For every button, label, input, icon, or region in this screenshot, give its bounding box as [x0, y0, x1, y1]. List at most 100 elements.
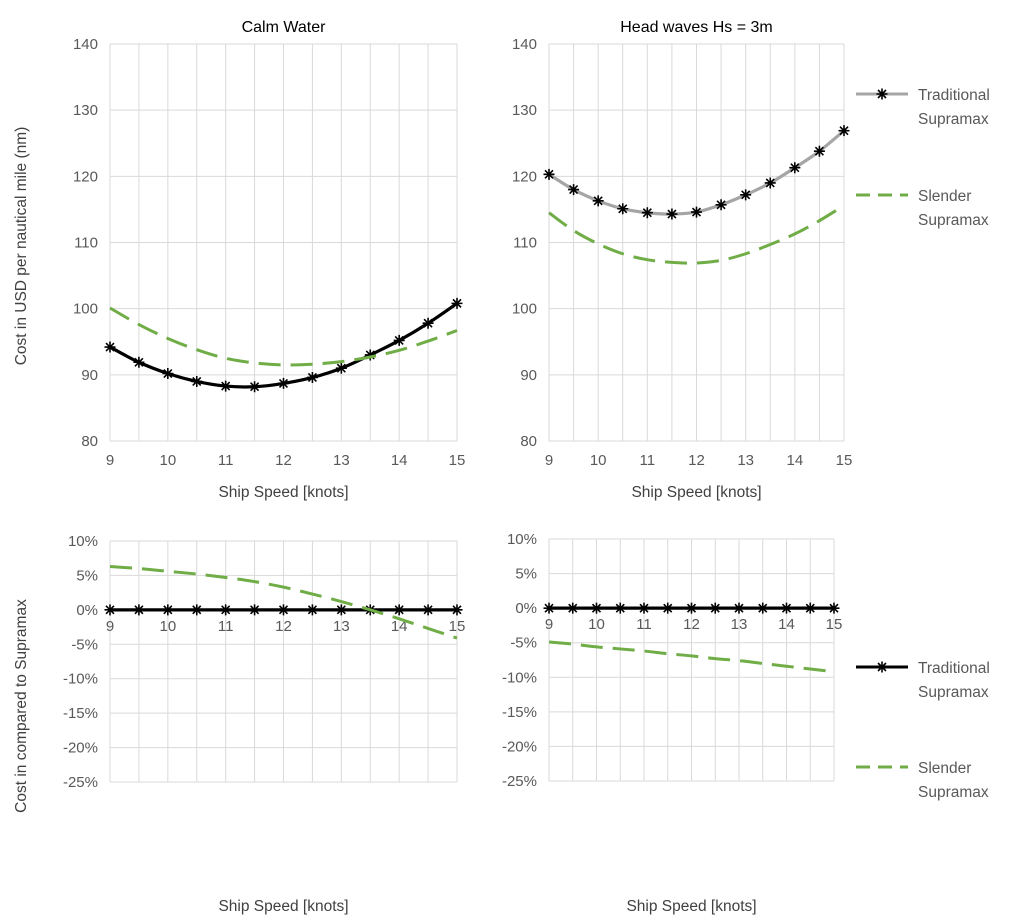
y-tick-label: 5% [515, 566, 537, 583]
series-2 [109, 564, 458, 640]
x-tick-label: 15 [826, 616, 843, 633]
x-tick-label: 12 [688, 452, 705, 469]
legend-label: Traditional [918, 660, 990, 677]
series-2 [548, 640, 835, 674]
x-tick-label: 10 [590, 452, 607, 469]
data-point [191, 604, 203, 616]
x-tick-label: 15 [449, 618, 466, 635]
y-tick-label: -5% [71, 636, 98, 653]
data-point [781, 602, 792, 614]
series-line [109, 564, 458, 640]
chart-panel-3: -25% -20% -15% -10% -5% 0% 5% 10% 9 10 11 12 13 14 15 S… [13, 533, 465, 915]
data-point [278, 377, 289, 389]
x-tick-label: 13 [333, 452, 350, 469]
data-point [220, 604, 232, 616]
data-point [162, 604, 174, 616]
data-point [757, 602, 769, 614]
data-point [543, 602, 555, 614]
x-tick-label: 11 [218, 618, 234, 635]
y-tick-label: -10% [63, 671, 98, 688]
x-tick-label: 10 [159, 618, 176, 635]
data-point [733, 602, 745, 614]
data-point [662, 602, 674, 614]
legend-label: Slender [918, 760, 971, 777]
y-tick-label: 130 [512, 102, 537, 119]
data-point [591, 602, 602, 614]
data-point [364, 349, 376, 361]
y-tick-label: 0% [515, 600, 537, 617]
x-tick-label: 15 [449, 452, 466, 469]
y-tick-label: 130 [73, 102, 98, 119]
data-point [393, 604, 405, 616]
series-1 [543, 602, 840, 614]
legend-label: Supramax [918, 684, 989, 701]
data-point [789, 162, 801, 174]
data-point [220, 380, 232, 392]
series-1 [543, 125, 850, 220]
y-tick-label: 0% [76, 602, 98, 619]
data-point [335, 604, 347, 616]
x-tick-label: 13 [731, 616, 748, 633]
y-tick-label: -25% [502, 773, 537, 790]
y-tick-label: 100 [73, 301, 98, 318]
gridlines [548, 43, 845, 442]
x-tick-label: 12 [275, 452, 292, 469]
x-tick-label: 11 [218, 452, 234, 469]
gridlines [109, 540, 458, 783]
y-tick-label: 10% [507, 531, 537, 548]
x-tick-label: 9 [106, 452, 114, 469]
legend-2: Traditional Supramax Slender Supramax [856, 660, 990, 801]
legend-label: Slender [918, 188, 971, 205]
data-point [306, 371, 318, 383]
data-point [133, 604, 145, 616]
y-tick-label: 140 [73, 36, 98, 53]
series-line [548, 640, 835, 674]
data-point [638, 602, 650, 614]
legend-label: Supramax [918, 212, 989, 229]
data-point [133, 356, 145, 368]
x-tick-label: 9 [545, 616, 553, 633]
legend-entry: Traditional Supramax [856, 87, 990, 128]
legend-entry: Slender Supramax [856, 760, 989, 801]
x-tick-label: 12 [683, 616, 700, 633]
data-point [715, 199, 727, 211]
legend-entry: Traditional Supramax [856, 660, 990, 701]
gridlines [548, 538, 835, 782]
data-point [614, 602, 626, 614]
data-point [592, 195, 604, 207]
x-axis-label: Ship Speed [knots] [218, 484, 348, 501]
y-tick-label: 110 [513, 235, 537, 252]
series-2 [548, 204, 845, 265]
x-tick-label: 11 [640, 452, 656, 469]
y-tick-label: 120 [512, 168, 537, 185]
x-axis-label: Ship Speed [knots] [626, 898, 756, 915]
series-line [109, 306, 458, 367]
x-tick-label: 14 [786, 452, 803, 469]
series-2 [109, 306, 458, 367]
series-line [548, 204, 845, 265]
y-axis-label: Cost in compared to Supramax [13, 599, 30, 813]
data-point [740, 189, 752, 201]
data-point [249, 604, 261, 616]
y-axis-label: Cost in USD per nautical mile (nm) [13, 127, 30, 366]
series-1 [104, 604, 463, 616]
data-point [451, 604, 463, 616]
gridlines [109, 43, 458, 442]
data-point [543, 168, 555, 180]
data-point [804, 602, 816, 614]
data-point [104, 604, 116, 616]
x-axis-label: Ship Speed [knots] [631, 484, 761, 501]
data-point [162, 368, 174, 380]
data-point [278, 604, 289, 616]
y-tick-label: 90 [81, 367, 98, 384]
y-tick-label: -20% [502, 738, 537, 755]
y-tick-label: 140 [512, 36, 537, 53]
data-point [709, 602, 721, 614]
x-tick-label: 11 [636, 616, 652, 633]
y-tick-label: 80 [81, 433, 98, 450]
x-tick-label: 9 [106, 618, 114, 635]
x-tick-label: 9 [545, 452, 553, 469]
legend-label: Supramax [918, 111, 989, 128]
data-point [691, 206, 702, 218]
chart-panel-1: 80 90 100 110 120 130 140 9 10 11 12 13 14 15 Calm Wat… [13, 19, 465, 501]
